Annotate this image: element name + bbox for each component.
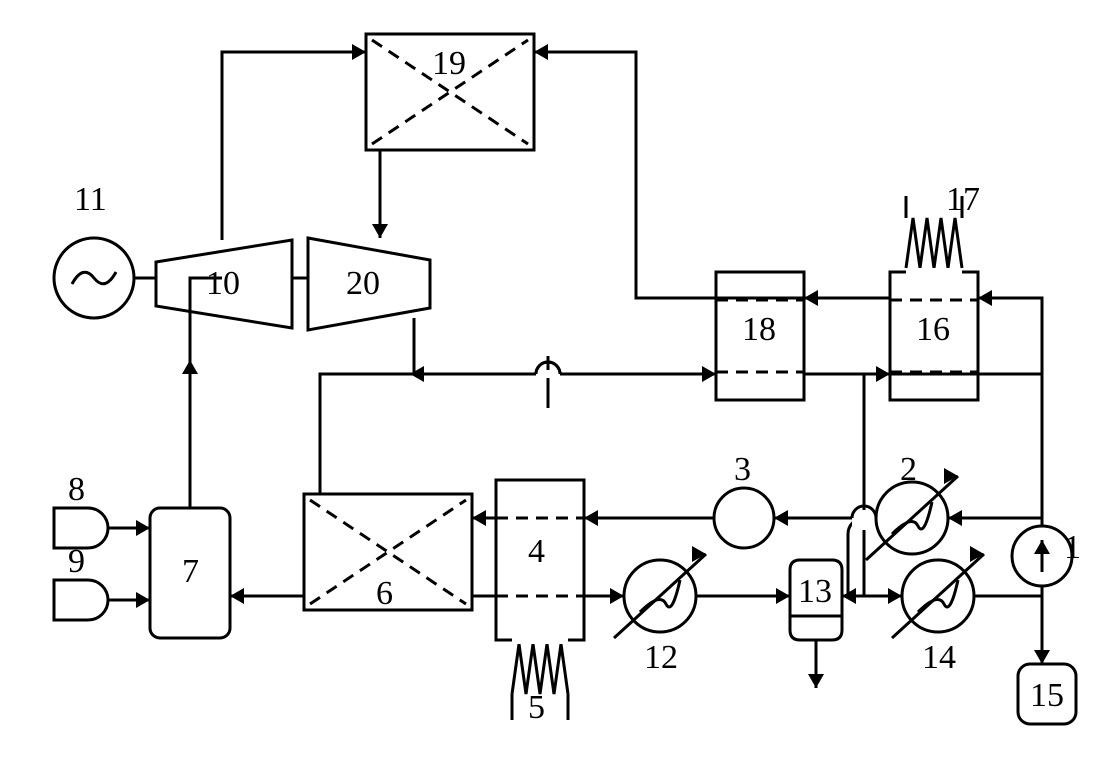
flow-edge [320, 374, 548, 494]
node-n2 [866, 476, 958, 560]
label-l8: 8 [68, 471, 85, 508]
node-n9 [54, 580, 108, 620]
flow-edge [534, 52, 804, 298]
node-n3 [714, 488, 774, 548]
label-l15: 15 [1030, 677, 1064, 714]
flow-edge [222, 52, 366, 240]
label-l20: 20 [346, 265, 380, 302]
flow-edge [978, 298, 1042, 526]
node-n8 [54, 508, 108, 548]
label-l7: 7 [182, 553, 199, 590]
label-l12: 12 [644, 639, 678, 676]
label-l10: 10 [206, 265, 240, 302]
node-n12 [614, 554, 706, 638]
label-l3: 3 [734, 451, 751, 488]
flow-edge [974, 586, 1042, 596]
label-l11: 11 [74, 181, 107, 218]
label-l2: 2 [900, 451, 917, 488]
edges-layer [108, 52, 1042, 720]
label-l4: 4 [528, 533, 545, 570]
label-l9: 9 [68, 543, 85, 580]
label-l1: 1 [1064, 529, 1081, 566]
node-n11 [54, 238, 134, 318]
nodes-layer [54, 34, 1076, 724]
label-l14: 14 [922, 639, 956, 676]
label-l13: 13 [798, 573, 832, 610]
node-n5 [512, 644, 568, 694]
flow-edge [414, 318, 716, 374]
label-l19: 19 [432, 45, 466, 82]
node-n17 [906, 218, 962, 268]
label-l5: 5 [528, 689, 545, 726]
node-n14 [892, 554, 984, 638]
label-l16: 16 [916, 311, 950, 348]
label-l17: 17 [946, 181, 980, 218]
node-n1 [1012, 526, 1072, 586]
label-l6: 6 [376, 575, 393, 612]
labels-layer: 11 10 20 19 18 17 16 8 9 7 6 4 5 3 2 12 13 14 1 15 [68, 45, 1081, 726]
label-l18: 18 [742, 311, 776, 348]
